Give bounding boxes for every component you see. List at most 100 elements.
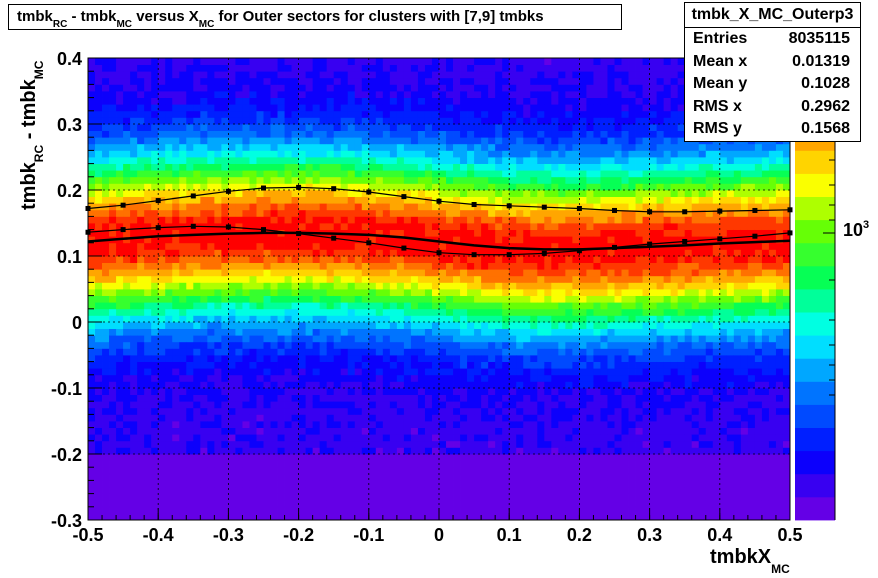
heatmap-cell [326, 58, 335, 65]
heatmap-cell [291, 440, 299, 448]
heatmap-cell [123, 256, 131, 263]
heatmap-cell [347, 249, 356, 257]
heatmap-cell [228, 381, 236, 389]
heatmap-cell [186, 414, 194, 422]
heatmap-cell [460, 190, 468, 197]
heatmap-cell [144, 262, 152, 270]
heatmap-cell [354, 249, 363, 257]
heatmap-cell [207, 500, 215, 508]
heatmap-cell [460, 84, 468, 92]
heatmap-cell [368, 117, 377, 125]
heatmap-cell [558, 143, 566, 151]
heatmap-cell [558, 454, 566, 461]
heatmap-cell [130, 249, 138, 257]
heatmap-cell [354, 434, 363, 442]
heatmap-cell [396, 163, 405, 171]
heatmap-cell [291, 355, 299, 362]
heatmap-cell [312, 328, 321, 336]
heatmap-cell [537, 236, 545, 244]
heatmap-cell [214, 381, 222, 389]
heatmap-cell [326, 454, 335, 461]
heatmap-cell [354, 374, 363, 382]
heatmap-cell [551, 91, 559, 98]
heatmap-cell [123, 513, 131, 521]
heatmap-cell [165, 480, 173, 488]
heatmap-cell [102, 500, 110, 508]
heatmap-cell [516, 150, 524, 158]
heatmap-cell [516, 322, 524, 329]
heatmap-cell [340, 77, 349, 85]
heatmap-cell [151, 104, 159, 112]
heatmap-cell [291, 110, 299, 118]
heatmap-cell [200, 84, 208, 92]
heatmap-cell [277, 315, 285, 323]
heatmap-cell [460, 434, 468, 442]
heatmap-cell [488, 163, 496, 171]
heatmap-cell [417, 355, 426, 362]
heatmap-cell [340, 117, 349, 125]
heatmap-cell [256, 71, 264, 79]
heatmap-cell [361, 473, 370, 481]
heatmap-cell [558, 262, 566, 270]
heatmap-cell [228, 163, 236, 171]
heatmap-cell [88, 322, 96, 329]
heatmap-cell [123, 282, 131, 290]
heatmap-cell [270, 203, 278, 211]
heatmap-cell [460, 473, 468, 481]
heatmap-cell [102, 77, 110, 85]
heatmap-cell [144, 289, 152, 296]
heatmap-cell [116, 335, 124, 343]
heatmap-cell [446, 328, 454, 336]
heatmap-cell [284, 163, 292, 171]
heatmap-cell [396, 322, 405, 329]
heatmap-cell [214, 440, 222, 448]
heatmap-cell [396, 110, 405, 118]
heatmap-cell [207, 71, 215, 79]
heatmap-cell [523, 170, 531, 178]
heatmap-cell [228, 374, 236, 382]
heatmap-cell [375, 183, 384, 191]
heatmap-cell [270, 117, 278, 125]
heatmap-cell [474, 275, 482, 283]
heatmap-cell [263, 157, 271, 164]
heatmap-cell [551, 335, 559, 343]
heatmap-cell [389, 394, 398, 402]
heatmap-cell [361, 414, 370, 422]
heatmap-cell [326, 117, 335, 125]
heatmap-cell [340, 421, 349, 428]
heatmap-cell [312, 77, 321, 85]
heatmap-cell [572, 341, 580, 349]
heatmap-cell [144, 137, 152, 145]
heatmap-cell [424, 295, 433, 303]
heatmap-cell [179, 454, 187, 461]
heatmap-cell [249, 203, 257, 211]
heatmap-cell [137, 427, 145, 435]
heatmap-cell [284, 414, 292, 422]
heatmap-cell [565, 460, 573, 468]
heatmap-cell [354, 341, 363, 349]
heatmap-cell [417, 295, 426, 303]
heatmap-cell [431, 216, 440, 224]
heatmap-cell [467, 64, 475, 72]
heatmap-cell [151, 137, 159, 145]
heatmap-cell [249, 150, 257, 158]
heatmap-cell [389, 407, 398, 415]
heatmap-cell [116, 209, 124, 217]
heatmap-cell [172, 361, 180, 369]
heatmap-cell [298, 473, 307, 481]
heatmap-cell [403, 440, 412, 448]
heatmap-cell [221, 381, 229, 389]
heatmap-cell [179, 77, 187, 85]
heatmap-cell [361, 289, 370, 296]
heatmap-cell [389, 361, 398, 369]
heatmap-cell [116, 203, 124, 211]
heatmap-cell [439, 289, 447, 296]
heatmap-cell [544, 407, 552, 415]
heatmap-cell [382, 308, 391, 316]
heatmap-cell [249, 480, 257, 488]
heatmap-cell [509, 163, 517, 171]
heatmap-cell [242, 447, 250, 455]
heatmap-cell [354, 236, 363, 244]
heatmap-cell [102, 348, 110, 356]
heatmap-cell [158, 163, 166, 171]
